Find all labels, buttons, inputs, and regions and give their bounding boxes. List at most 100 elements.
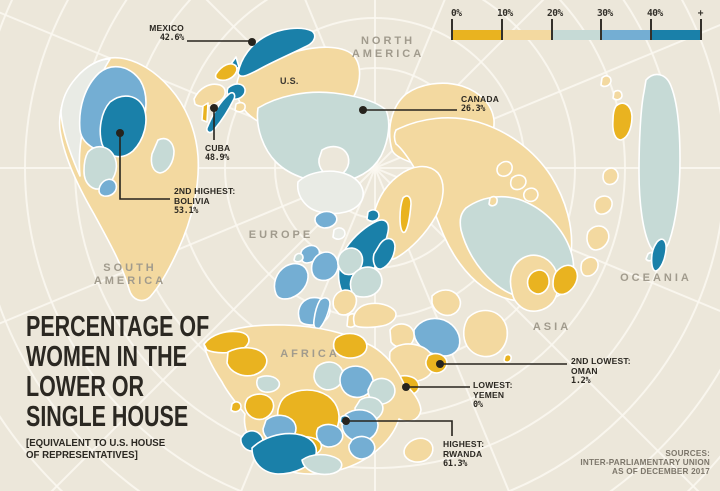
legend-tick bbox=[451, 19, 453, 40]
subtitle-line: OF REPRESENTATIVES] bbox=[26, 448, 138, 461]
continent-label-line: NORTH bbox=[360, 35, 416, 47]
country-srilanka bbox=[503, 353, 512, 363]
country-guatemala bbox=[214, 63, 238, 82]
country-turkey bbox=[352, 302, 397, 329]
callout-country-name: YEMEN bbox=[473, 389, 505, 400]
country-ghana bbox=[230, 401, 242, 413]
country-france bbox=[273, 262, 309, 300]
continent-label-europe: EUROPE bbox=[248, 229, 314, 241]
sources-line: AS OF DECEMBER 2017 bbox=[612, 466, 710, 476]
title-line: WOMEN IN THE bbox=[26, 341, 187, 373]
sources-note: SOURCES: INTER-PARLIAMENTARY UNION AS OF… bbox=[580, 449, 710, 476]
continent-label-south-america: SOUTH AMERICA bbox=[60, 262, 200, 288]
country-philippines bbox=[552, 264, 579, 296]
title-line: LOWER OR bbox=[26, 371, 145, 403]
country-morocco bbox=[203, 330, 250, 354]
callout-value: 0% bbox=[473, 399, 483, 410]
country-gold-sliver-north bbox=[399, 195, 412, 234]
legend-band-0-10 bbox=[451, 30, 501, 40]
callout-cuba: CUBA 48.9% bbox=[205, 143, 231, 164]
country-japan-3 bbox=[522, 187, 539, 203]
country-canada bbox=[256, 91, 390, 184]
country-iceland bbox=[314, 210, 338, 229]
country-australia bbox=[638, 73, 681, 254]
country-nigeria bbox=[244, 393, 275, 421]
legend-tick bbox=[700, 19, 702, 40]
country-germany bbox=[310, 251, 339, 282]
country-kazakhstan bbox=[431, 289, 462, 317]
callout-value: 42.6% bbox=[159, 32, 184, 43]
country-elsalvador-sliver bbox=[201, 102, 209, 123]
legend-label-40: 40% bbox=[647, 8, 663, 19]
rwanda-callout-dot bbox=[342, 417, 350, 425]
bolivia-callout-line bbox=[119, 136, 170, 200]
country-mozambique bbox=[348, 435, 376, 460]
country-southafrica bbox=[251, 432, 318, 475]
country-japan-1 bbox=[496, 160, 513, 177]
country-greenland bbox=[296, 170, 364, 215]
yemen-callout-dot bbox=[402, 383, 410, 391]
mexico-callout-dot bbox=[248, 38, 256, 46]
legend-band-10-20 bbox=[500, 30, 551, 40]
legend-tick bbox=[600, 19, 603, 40]
page-subtitle: [EQUIVALENT TO U.S. HOUSE OF REPRESENTAT… bbox=[26, 437, 166, 461]
callout-rank: 2ND LOWEST: bbox=[571, 356, 631, 366]
legend-label-0: 0% bbox=[451, 8, 462, 19]
country-ecuador bbox=[98, 178, 118, 197]
callout-value: 1.2% bbox=[571, 375, 591, 386]
country-svalbard bbox=[366, 209, 380, 222]
country-mexico bbox=[237, 27, 316, 77]
country-thailand bbox=[526, 269, 550, 295]
country-hispaniola bbox=[234, 101, 246, 113]
legend-label-plus: + bbox=[697, 8, 704, 19]
callout-bolivia: 2ND HIGHEST: BOLIVIA 53.1% bbox=[174, 186, 236, 216]
callout-rank: 2ND HIGHEST: bbox=[174, 186, 236, 196]
continent-label-line: AMERICA bbox=[351, 48, 425, 60]
legend-band-30-40 bbox=[600, 30, 651, 40]
legend-band-20-30 bbox=[550, 30, 601, 40]
page-title: PERCENTAGE OF WOMEN IN THE LOWER OR SING… bbox=[26, 312, 209, 432]
cuba-callout-dot bbox=[210, 104, 218, 112]
continent-label-asia: ASIA bbox=[532, 321, 572, 333]
country-maluku bbox=[602, 167, 619, 186]
canada-callout-dot bbox=[359, 106, 367, 114]
continent-label-north-america: NORTH AMERICA bbox=[318, 35, 458, 61]
callout-mexico: MEXICO 42.6% bbox=[96, 23, 184, 44]
title-line: PERCENTAGE OF bbox=[26, 311, 210, 343]
country-sa-east-coast bbox=[301, 453, 343, 476]
legend-label-10: 10% bbox=[497, 8, 513, 19]
country-ireland bbox=[293, 252, 304, 263]
country-madagascar bbox=[403, 437, 434, 463]
callout-value: 61.3% bbox=[443, 458, 468, 469]
pacific-island-2 bbox=[612, 89, 623, 101]
subtitle-line: [EQUIVALENT TO U.S. HOUSE bbox=[26, 437, 166, 449]
country-egypt bbox=[332, 332, 368, 359]
hudson-bay bbox=[318, 145, 350, 178]
country-mali-mauritania bbox=[226, 346, 268, 377]
country-newzealand bbox=[650, 238, 667, 272]
legend-label-20: 20% bbox=[547, 8, 563, 19]
country-balkans bbox=[332, 289, 358, 316]
callout-value: 53.1% bbox=[174, 205, 199, 216]
country-bolivia bbox=[99, 95, 147, 158]
legend-tick bbox=[500, 19, 503, 40]
country-newguinea bbox=[612, 102, 633, 141]
landmasses bbox=[58, 27, 681, 476]
country-guyanas bbox=[150, 137, 175, 174]
sources-line: SOURCES: bbox=[665, 448, 710, 458]
callout-rank: HIGHEST: bbox=[443, 439, 485, 449]
callout-country-name: OMAN bbox=[571, 365, 598, 376]
continent-label-line: AMERICA bbox=[93, 275, 167, 287]
rwanda-callout-line bbox=[349, 420, 453, 436]
oman-callout-dot bbox=[436, 360, 444, 368]
country-java bbox=[580, 256, 599, 277]
country-poland-baltics bbox=[337, 247, 364, 276]
callout-oman: 2ND LOWEST: OMAN 1.2% bbox=[571, 356, 631, 386]
country-finland bbox=[372, 237, 396, 270]
callout-country-name: CUBA bbox=[205, 143, 231, 153]
country-india bbox=[462, 309, 509, 358]
callout-rwanda: HIGHEST: RWANDA 61.3% bbox=[443, 439, 485, 469]
sources-line: INTER-PARLIAMENTARY UNION bbox=[580, 457, 710, 467]
callout-value: 26.3% bbox=[461, 103, 486, 114]
